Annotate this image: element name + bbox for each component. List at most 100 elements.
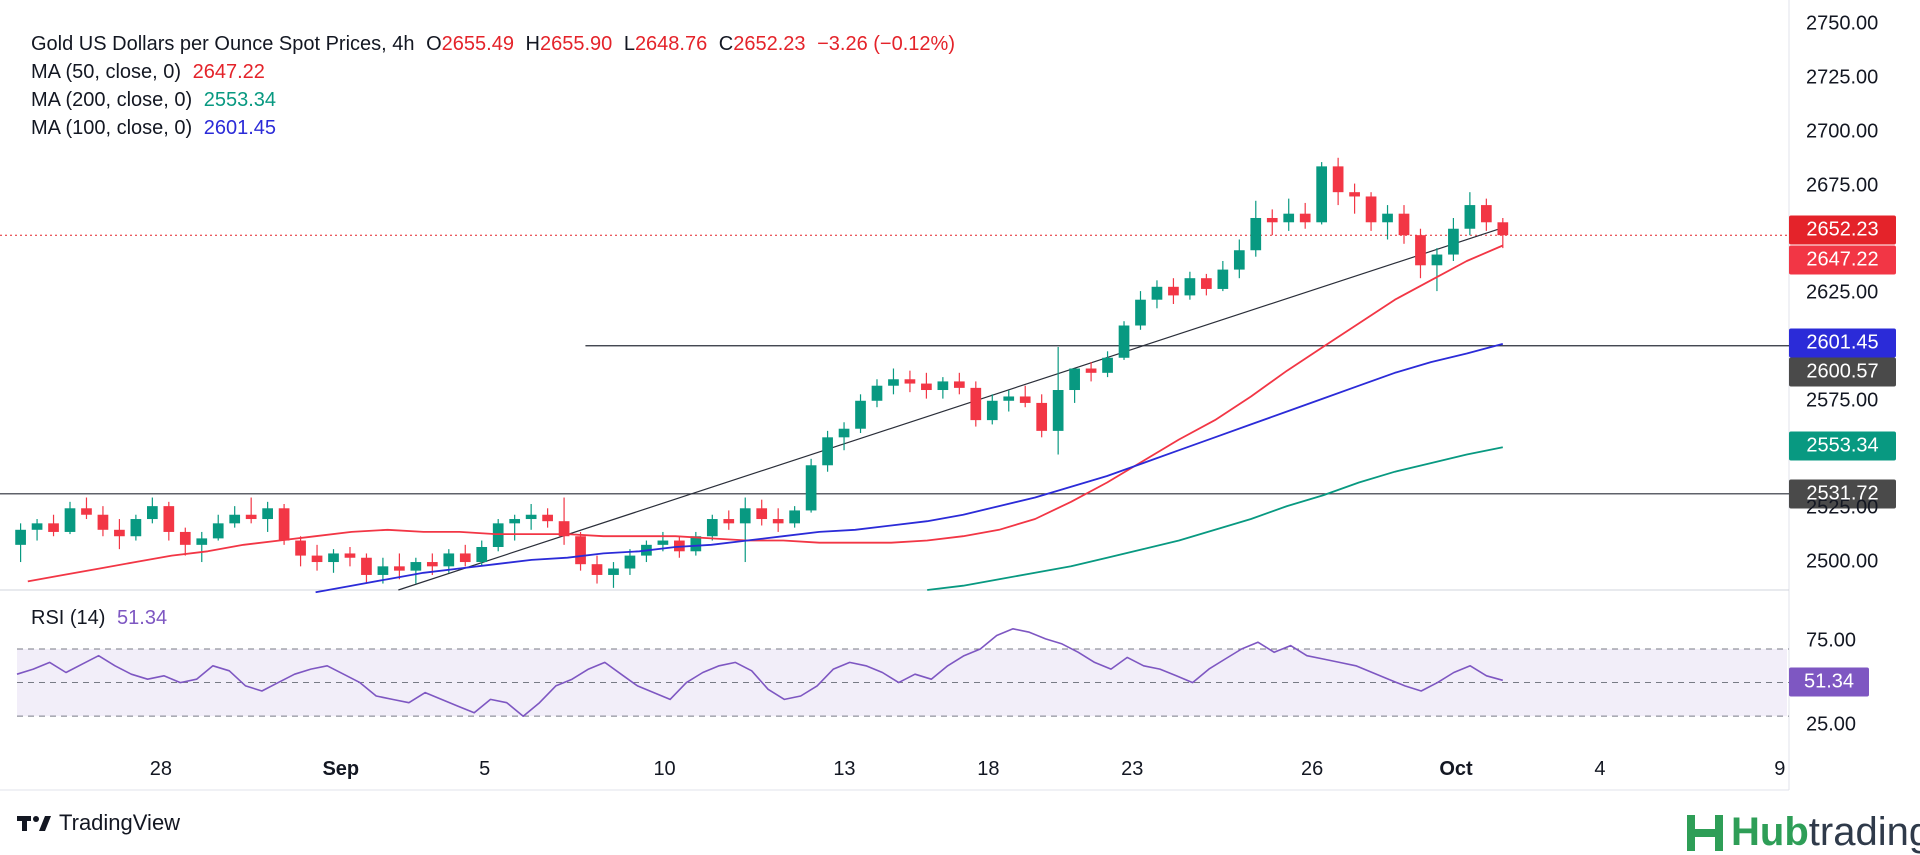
candle-body [443, 553, 455, 567]
ma200-label: MA (200, close, 0) [31, 89, 193, 111]
candle-body [904, 379, 916, 384]
price-tick-label: 2750.00 [1806, 12, 1879, 35]
candle-body [1299, 213, 1311, 223]
candle-body [575, 536, 586, 565]
candle-body [344, 553, 356, 558]
candle-body [15, 529, 26, 545]
candle-body [1349, 192, 1360, 197]
candle-body [888, 379, 899, 386]
candle-body [706, 519, 718, 537]
candle-body [361, 557, 372, 575]
high-label: H [525, 33, 540, 55]
candle-body [558, 521, 570, 537]
candle-body [1036, 402, 1048, 431]
time-tick-label: 5 [479, 758, 491, 780]
candle-body [1201, 278, 1212, 289]
rsi-tick-label: 25.00 [1806, 713, 1857, 736]
candle-body [1431, 254, 1443, 266]
candle-body [1085, 368, 1097, 373]
ma100-line [315, 343, 1504, 594]
candle-body [1283, 213, 1295, 223]
candle-body [1365, 196, 1377, 223]
candle-body [278, 508, 290, 541]
candle-body [1266, 217, 1278, 223]
candle-body [163, 506, 175, 532]
ma100-legend[interactable]: MA (100, close, 0) 2601.45 [31, 114, 282, 142]
close-price-tag: 2652.23 [1789, 215, 1896, 245]
candle-body [756, 508, 768, 520]
candle-body [1184, 278, 1196, 296]
candle-body [410, 562, 422, 571]
tradingview-logo[interactable]: TradingView [17, 810, 180, 836]
time-tick-label: Sep [322, 758, 360, 780]
open-value: 2655.49 [441, 33, 514, 55]
trendline [398, 226, 1507, 591]
rsi-value: 51.34 [117, 607, 168, 629]
candle-body [970, 387, 982, 421]
ma200-line [927, 446, 1503, 591]
candle-body [986, 400, 998, 421]
time-tick-label: 4 [1594, 758, 1606, 780]
time-tick-label: 9 [1774, 758, 1786, 780]
candle-body [1250, 217, 1262, 251]
candle-body [146, 506, 158, 520]
candle-body [624, 555, 636, 569]
candle-body [1052, 390, 1064, 431]
rsi-label: RSI (14) [31, 607, 106, 629]
candle-body [723, 519, 735, 524]
price-tick-label: 2500.00 [1806, 550, 1879, 573]
candle-body [394, 566, 405, 571]
hub-text: Hub [1731, 810, 1809, 854]
candle-body [1316, 166, 1328, 223]
rsi-tick-label: 75.00 [1806, 629, 1857, 652]
candle-body [1151, 286, 1163, 300]
ma200-price-tag: 2553.34 [1789, 431, 1896, 461]
candle-body [114, 529, 125, 537]
candle-body [953, 381, 965, 388]
candle-body [81, 508, 92, 515]
candle-body [805, 465, 817, 511]
candle-body [1003, 396, 1015, 401]
candle-body [426, 562, 438, 567]
candle-body [1118, 325, 1130, 358]
open-label: O [426, 33, 442, 55]
low-label: L [623, 33, 635, 55]
close-value: 2652.23 [733, 33, 806, 55]
candle-body [871, 385, 883, 401]
candle-body [591, 564, 603, 575]
ma100-label: MA (100, close, 0) [31, 117, 193, 139]
candle-body [1464, 205, 1476, 229]
support-price-tag: 2531.72 [1789, 479, 1896, 509]
time-tick-label: 18 [977, 758, 1000, 780]
candle-body [1019, 396, 1031, 403]
candle-body [937, 381, 949, 391]
candle-body [212, 523, 224, 539]
time-tick-label: 13 [833, 758, 856, 780]
candle-body [311, 555, 323, 563]
ma50-legend[interactable]: MA (50, close, 0) 2647.22 [31, 58, 271, 86]
hubtrading-logo: Hubtrading [1685, 810, 1920, 855]
candle-body [64, 508, 76, 532]
candle-body [822, 437, 833, 466]
candle-body [476, 546, 488, 563]
candle-body [459, 553, 471, 563]
chart-title: Gold US Dollars per Ounce Spot Prices, 4… [31, 33, 415, 55]
trading-text: trading [1808, 810, 1920, 854]
resistance-price-tag: 2600.57 [1789, 357, 1896, 387]
time-tick-label: 26 [1301, 758, 1324, 780]
rsi-legend[interactable]: RSI (14) 51.34 [31, 604, 173, 632]
candle-body [130, 519, 142, 537]
candle-body [921, 383, 932, 391]
candle-body [1382, 213, 1393, 223]
tradingview-label: TradingView [59, 810, 181, 835]
ma200-legend[interactable]: MA (200, close, 0) 2553.34 [31, 86, 282, 114]
price-tick-label: 2725.00 [1806, 66, 1879, 89]
tradingview-logo-icon [17, 816, 51, 831]
time-tick-label: 23 [1121, 758, 1144, 780]
chart-legend-ohlc: Gold US Dollars per Ounce Spot Prices, 4… [31, 30, 961, 58]
candle-body [1448, 228, 1459, 255]
candle-body [229, 514, 241, 524]
hubtrading-logo-icon [1687, 814, 1723, 851]
candle-body [657, 540, 669, 545]
